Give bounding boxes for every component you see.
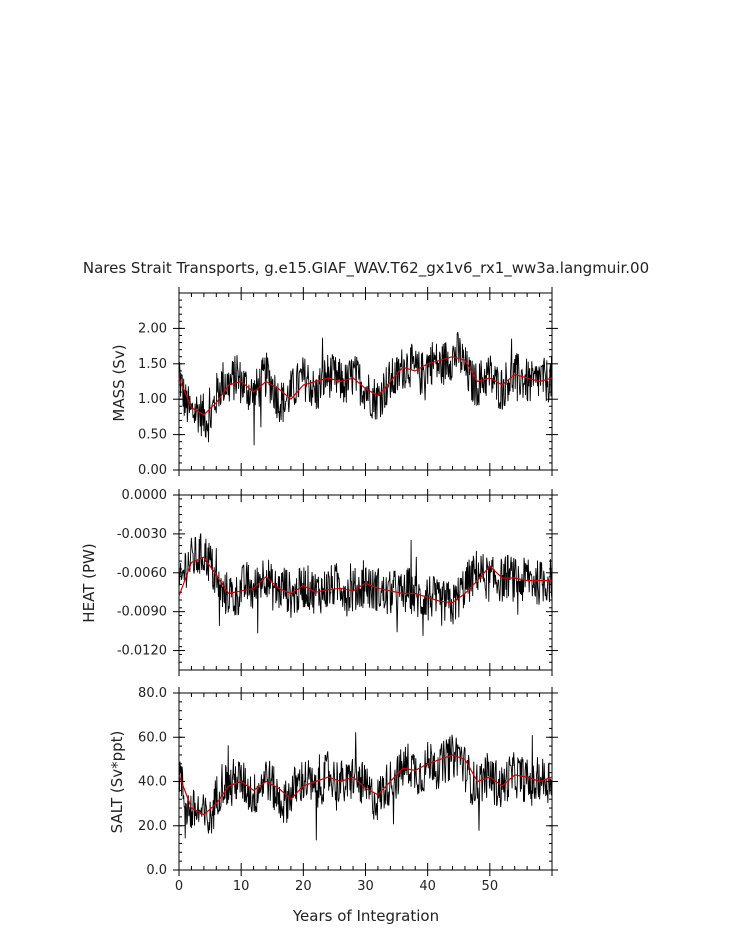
x-tick-label: 30 xyxy=(357,879,374,894)
y-tick-label: 20.0 xyxy=(138,819,167,834)
salt-ylabel: SALT (Sv*ppt) xyxy=(108,731,126,834)
y-tick-label: 0.00 xyxy=(138,463,167,478)
y-tick-label: -0.0030 xyxy=(117,527,167,542)
x-tick-label: 0 xyxy=(175,879,183,894)
x-tick-label: 20 xyxy=(295,879,312,894)
y-tick-label: 0.50 xyxy=(138,428,167,443)
x-tick-label: 50 xyxy=(482,879,499,894)
y-tick-label: 1.00 xyxy=(138,392,167,407)
y-tick-label: 0.0000 xyxy=(122,488,168,503)
y-tick-label: 0.0 xyxy=(146,863,167,878)
heat-ylabel: HEAT (PW) xyxy=(80,543,98,622)
x-tick-label: 10 xyxy=(233,879,250,894)
y-tick-label: -0.0060 xyxy=(117,566,167,581)
mass-ylabel: MASS (Sv) xyxy=(110,344,128,421)
smoothed-series-line xyxy=(178,556,552,604)
y-tick-label: -0.0120 xyxy=(117,644,167,659)
raw-series-line xyxy=(178,732,553,841)
x-axis-title: Years of Integration xyxy=(292,907,439,925)
panel-mass: MASS (Sv) 0.00 0.50 1.00 1.50 2.00 xyxy=(110,287,558,478)
y-tick-label: 40.0 xyxy=(138,775,167,790)
panel-heat: HEAT (PW) -0.0120 -0.0090 -0.0060 -0.0030 0.… xyxy=(80,488,558,676)
raw-series-line xyxy=(178,533,553,636)
x-tick-label: 40 xyxy=(419,879,436,894)
chart-title: Nares Strait Transports, g.e15.GIAF_WAV.… xyxy=(83,259,649,278)
y-tick-label: -0.0090 xyxy=(117,605,167,620)
panel-salt: SALT (Sv*ppt) 0 10 20 30 40 50 0.0 20.0 40.0 60.0… xyxy=(108,686,558,894)
y-tick-label: 80.0 xyxy=(138,686,167,701)
y-tick-label: 60.0 xyxy=(138,730,167,745)
y-tick-label: 1.50 xyxy=(138,357,167,372)
smoothed-series-line xyxy=(178,356,553,416)
y-tick-label: 2.00 xyxy=(138,321,167,336)
smoothed-series-line xyxy=(178,754,553,816)
